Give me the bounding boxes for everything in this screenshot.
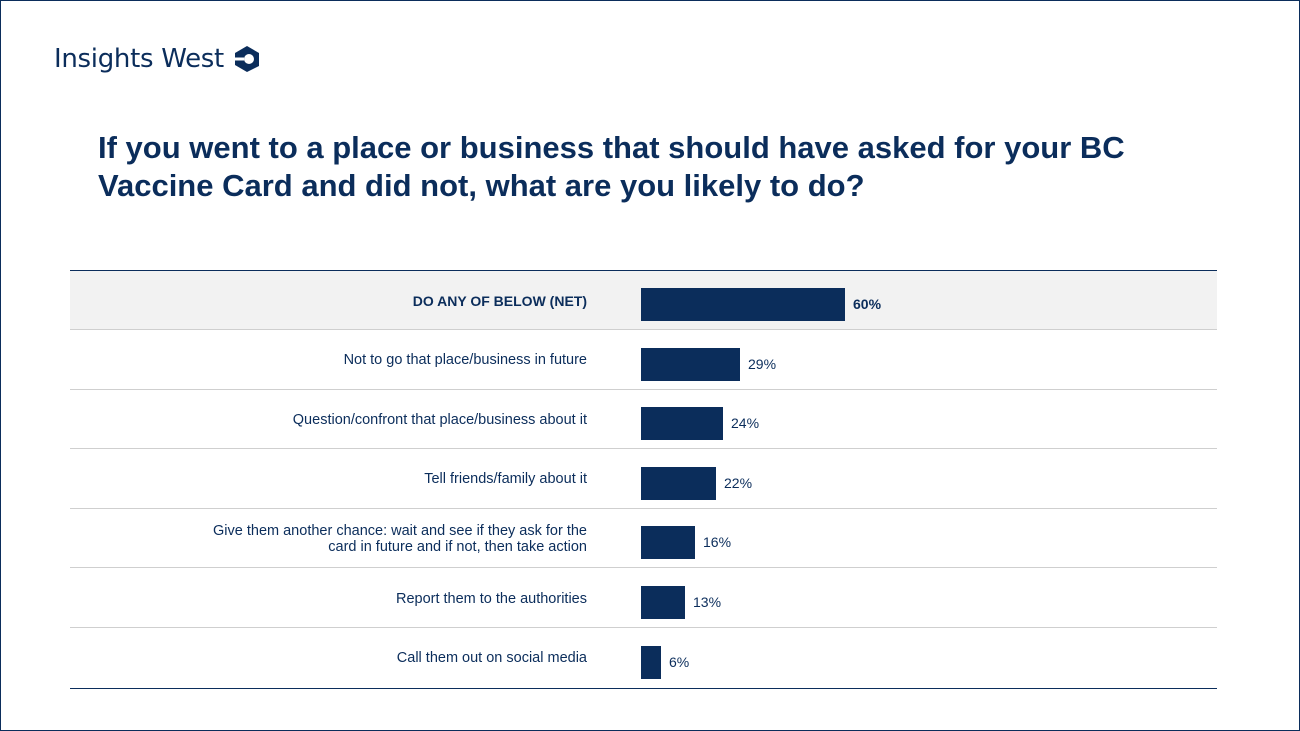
table-row: Tell friends/family about it 22%: [70, 450, 1217, 509]
data-label: 29%: [748, 355, 777, 372]
bar: [641, 466, 716, 500]
table-row: Give them another chance: wait and see i…: [70, 509, 1217, 569]
bar: [641, 645, 661, 679]
data-label: 22%: [724, 474, 753, 491]
bar: [641, 586, 685, 619]
category-label: DO ANY OF BELOW (NET): [412, 292, 587, 309]
chart-title: If you went to a place or business that …: [98, 130, 1125, 203]
bar-chart: DO ANY OF BELOW (NET) 60% Not to go that p…: [70, 270, 1217, 690]
table-row: Not to go that place/business in future 2…: [70, 331, 1217, 390]
data-label: 6%: [669, 653, 690, 670]
category-label: Tell friends/family about it: [424, 471, 587, 488]
table-row: Call them out on social media 6%: [70, 629, 1217, 688]
category-label: Call them out on social media: [396, 650, 587, 667]
category-label: Not to go that place/business in future: [343, 352, 587, 369]
data-label: 16%: [703, 534, 732, 551]
category-label: Give them another chance: wait and see i…: [213, 522, 587, 555]
brand-logo: Insights West: [54, 39, 262, 79]
bar: [641, 347, 740, 381]
table-row: Question/confront that place/business ab…: [70, 390, 1217, 450]
data-label: 24%: [731, 415, 760, 432]
table-row: Report them to the authorities 13%: [70, 569, 1217, 628]
net-row: DO ANY OF BELOW (NET) 60%: [70, 271, 1217, 330]
bar: [641, 526, 695, 560]
chart-bottom-rule: [70, 688, 1217, 689]
data-label: 13%: [693, 594, 722, 610]
data-label: 60%: [853, 296, 882, 312]
bar: [641, 407, 723, 441]
category-label: Question/confront that place/business ab…: [292, 411, 587, 428]
brand-name: Insights West: [54, 44, 224, 74]
chart-top-rule: [70, 270, 1217, 271]
bar: [641, 288, 845, 321]
category-label: Report them to the authorities: [395, 590, 587, 607]
insights-west-logo-icon: [234, 46, 259, 72]
